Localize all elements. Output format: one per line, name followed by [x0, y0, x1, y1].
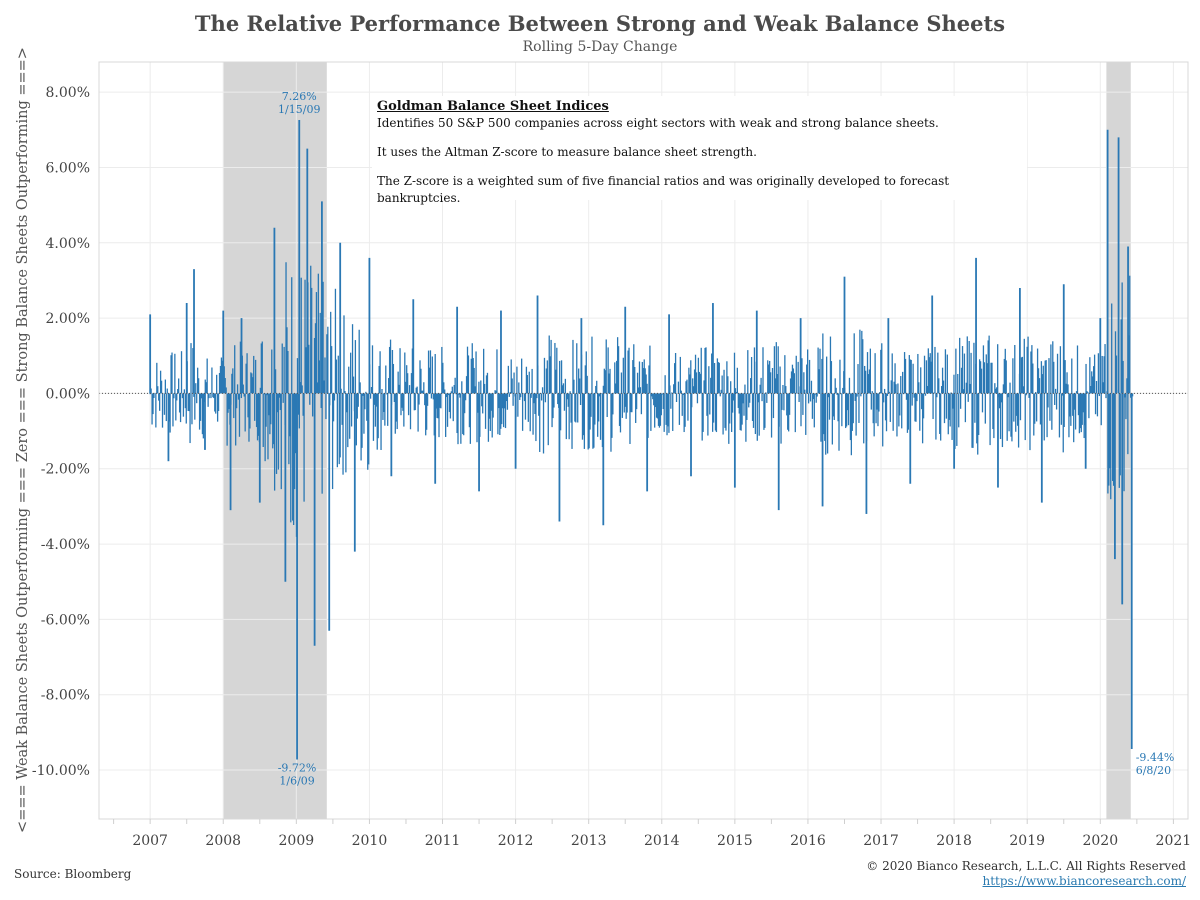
x-tick-label: 2009 — [279, 833, 315, 849]
data-bars — [149, 119, 1134, 760]
website-link[interactable]: https://www.biancoresearch.com/ — [982, 874, 1186, 888]
chart-title: The Relative Performance Between Strong … — [194, 11, 1006, 36]
x-tick-label: 2019 — [1009, 833, 1045, 849]
annotations: 7.26%1/15/09 -9.72%1/6/09 -9.44%6/8/20 — [278, 90, 1175, 787]
info-note-box: Goldman Balance Sheet Indices Identifies… — [372, 96, 1027, 205]
y-tick-label: 2.00% — [46, 311, 90, 327]
x-tick-label: 2015 — [717, 833, 753, 849]
x-tick-label: 2016 — [790, 833, 826, 849]
y-axis-ticks: 8.00% 6.00% 4.00% 2.00% 0.00% -2.00% -4.00% -6.… — [32, 85, 90, 779]
annotation-value: -9.44% — [1136, 751, 1175, 764]
note-line-3: The Z-score is a weighted sum of five fi… — [377, 174, 950, 205]
annotation-date: 6/8/20 — [1136, 764, 1171, 777]
note-title: Goldman Balance Sheet Indices — [377, 99, 609, 114]
x-tick-label: 2007 — [132, 833, 168, 849]
y-tick-label: 4.00% — [46, 236, 90, 252]
annotation-date: 1/6/09 — [279, 774, 314, 787]
note-line-1: Identifies 50 S&P 500 companies across e… — [377, 116, 939, 130]
y-axis-label: <=== Weak Balance Sheets Outperforming =… — [15, 47, 31, 833]
y-tick-label: -4.00% — [41, 537, 90, 553]
note-line-2: It uses the Altman Z-score to measure ba… — [377, 145, 757, 159]
x-tick-label: 2017 — [863, 833, 899, 849]
annotation-value: -9.72% — [278, 761, 317, 774]
x-tick-label: 2010 — [352, 833, 388, 849]
plot-frame — [98, 61, 1189, 820]
x-tick-label: 2012 — [498, 833, 534, 849]
annotation-date: 1/15/09 — [278, 103, 320, 116]
y-tick-label: 8.00% — [46, 85, 90, 101]
y-tick-label: -10.00% — [32, 763, 90, 779]
y-tick-label: -8.00% — [41, 688, 90, 704]
y-tick-label: -6.00% — [41, 612, 90, 628]
y-tick-label: 0.00% — [46, 386, 90, 402]
y-tick-label: -2.00% — [41, 462, 90, 478]
x-tick-label: 2008 — [205, 833, 241, 849]
source-label: Source: Bloomberg — [14, 867, 132, 881]
x-axis-ticks: 2007 2008 2009 2010 2011 2012 2013 2014 2015 2016… — [113, 819, 1192, 849]
x-tick-label: 2011 — [425, 833, 461, 849]
x-tick-label: 2018 — [936, 833, 972, 849]
chart-subtitle: Rolling 5-Day Change — [522, 39, 678, 55]
copyright-block: © 2020 Bianco Research, L.L.C. All Right… — [866, 859, 1186, 889]
copyright-text: © 2020 Bianco Research, L.L.C. All Right… — [866, 859, 1186, 873]
x-tick-label: 2014 — [644, 833, 680, 849]
x-tick-label: 2021 — [1156, 833, 1192, 849]
x-tick-label: 2020 — [1082, 833, 1118, 849]
x-tick-label: 2013 — [571, 833, 607, 849]
annotation-value: 7.26% — [282, 90, 317, 103]
y-tick-label: 6.00% — [46, 160, 90, 176]
